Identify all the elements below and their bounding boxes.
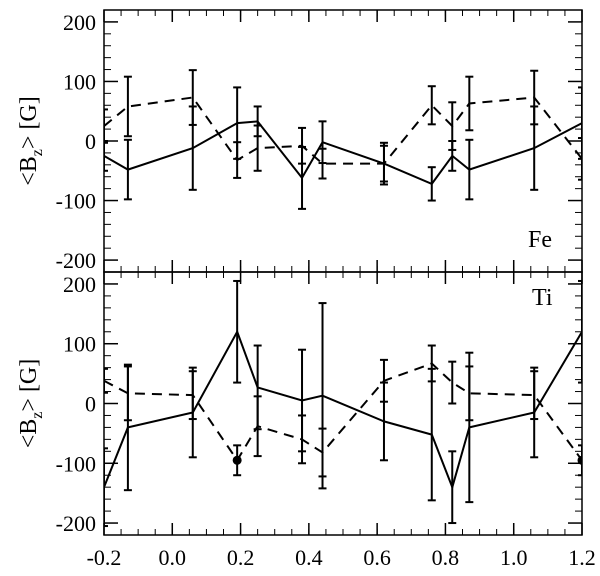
fe-plot-area <box>104 69 582 210</box>
ti-dashed-series-line <box>104 362 582 463</box>
fe-panel-label: Fe <box>528 227 552 253</box>
xtick-label: 0.4 <box>295 545 323 570</box>
fe-ytick-label: 0 <box>85 129 96 154</box>
ti-filled-marker <box>232 455 242 465</box>
ti-ylabel: <Bz> [G] <box>16 359 46 449</box>
fe-ytick-label: -100 <box>56 189 96 214</box>
xtick-label: 0.2 <box>227 545 255 570</box>
xtick-label: 0.0 <box>159 545 187 570</box>
fe-ytick-label: 100 <box>63 69 96 94</box>
ti-panel-label: Ti <box>532 285 553 311</box>
xtick-label: 1.0 <box>500 545 528 570</box>
ti-ytick-label: 200 <box>63 272 96 297</box>
fe-ylabel-tail: > [G] <box>16 96 42 149</box>
xtick-label: -0.2 <box>87 545 122 570</box>
ti-ytick-label: -100 <box>56 451 96 476</box>
ti-plot-area <box>104 279 582 528</box>
fe-plot-frame <box>103 9 583 273</box>
fe-panel: -200 -100 0 100 200 <Bz> [G] Fe <box>16 9 583 273</box>
ti-ylabel-subscript: z <box>29 412 46 419</box>
ti-solid-series-line <box>104 329 582 491</box>
fe-ylabel-subscript: z <box>29 149 46 156</box>
xtick-label: 1.2 <box>568 545 596 570</box>
xtick-label: 0.6 <box>363 545 391 570</box>
fe-ylabel: <Bz> [G] <box>16 96 46 186</box>
ti-panel: -200 -100 0 100 200 -0.2 0.0 0.2 0.4 0.6 0.8 1.0 1.2… <box>16 271 596 570</box>
ti-ytick-label: 0 <box>85 392 96 417</box>
fe-ytick-label: 200 <box>63 10 96 35</box>
fe-ytick-label: -200 <box>56 248 96 273</box>
xtick-label: 0.8 <box>432 545 460 570</box>
ti-filled-marker <box>577 455 582 465</box>
ti-ytick-label: 100 <box>63 332 96 357</box>
fe-solid-series-line <box>104 120 582 186</box>
fe-ylabel-main: <B <box>16 156 42 186</box>
ti-ytick-label: -200 <box>56 511 96 536</box>
ti-ylabel-tail: > [G] <box>16 359 42 412</box>
ti-ylabel-main: <B <box>16 419 42 449</box>
